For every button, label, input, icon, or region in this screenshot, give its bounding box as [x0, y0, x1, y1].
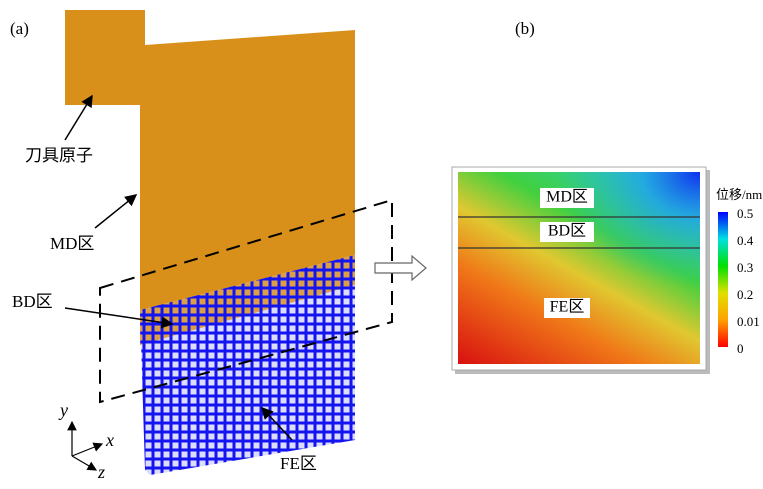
colorbar-tick-label: 0 — [737, 341, 744, 356]
annotation: BD区 — [12, 292, 53, 311]
region-label: MD区 — [546, 189, 588, 206]
panel-label: (a) — [10, 19, 29, 38]
colorbar-tick-label: 0.2 — [737, 287, 753, 302]
tool — [65, 10, 355, 310]
panel-label: (b) — [515, 19, 535, 38]
colorbar-tick-label: 0.01 — [737, 314, 760, 329]
axis — [72, 444, 102, 456]
axis-label: x — [105, 430, 114, 450]
colorbar-title: 位移/nm — [716, 187, 762, 202]
region-label: BD区 — [548, 223, 586, 240]
annotation: FE区 — [280, 454, 317, 473]
region-label: FE区 — [550, 299, 585, 316]
arrow — [95, 195, 136, 228]
colorbar-tick-label: 0.4 — [737, 233, 754, 248]
transition-arrow — [375, 256, 426, 280]
axis-label: z — [97, 462, 105, 482]
colorbar — [718, 212, 728, 347]
axis-label: y — [58, 400, 68, 420]
axis — [72, 456, 96, 470]
page: {"panel_a": {"label": "(a)", "annotation… — [0, 0, 763, 484]
colorbar-tick-label: 0.3 — [737, 260, 753, 275]
annotation: MD区 — [50, 234, 94, 253]
figure: (a) 刀具原子 MD区 BD区 FE区 y x z (b) MD区 BD区 F… — [0, 0, 763, 484]
annotation: 刀具原子 — [25, 146, 93, 165]
colorbar-tick-label: 0.5 — [737, 206, 753, 221]
